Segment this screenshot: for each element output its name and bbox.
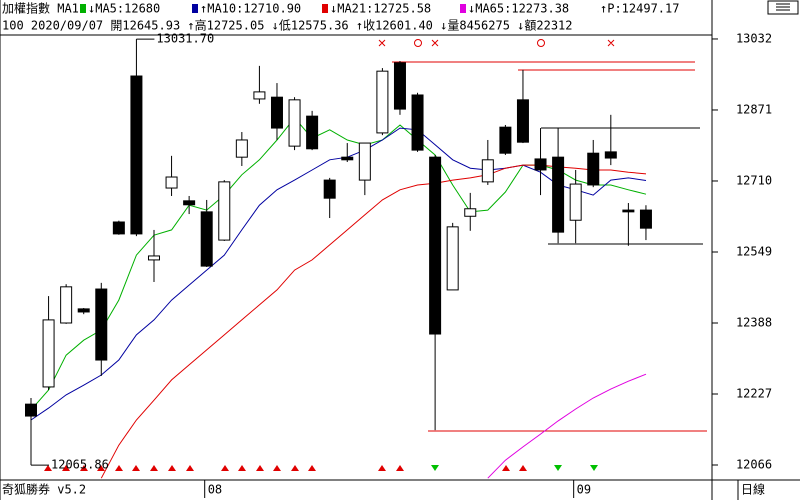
y-tick-label: 12710 [736, 173, 772, 187]
up-signal [291, 465, 299, 471]
candle-body [429, 156, 442, 335]
y-tick-label: 12066 [736, 458, 772, 472]
up-signal [132, 465, 140, 471]
candle-body [358, 142, 371, 181]
extra-label: ↑P:12497.17 [600, 2, 679, 16]
candle-body [323, 179, 336, 199]
candle-body [42, 319, 55, 388]
legend-label: ↓MA65:12273.38 [468, 2, 569, 16]
x-tick-label: 09 [577, 483, 591, 497]
x-tick-label: 08 [208, 483, 222, 497]
legend-swatch [460, 4, 466, 13]
cross-signal [378, 39, 615, 47]
bottom-signals [44, 465, 598, 471]
up-signal [221, 465, 229, 471]
chart-title: 加權指數 MA1 [2, 1, 79, 16]
candle-body [218, 181, 231, 241]
candle-body [60, 286, 73, 324]
candle-body [341, 156, 354, 161]
circle-signal [414, 39, 422, 47]
up-signal [168, 465, 176, 471]
up-signal [62, 465, 70, 471]
candle-body [253, 91, 266, 100]
up-signal [502, 465, 510, 471]
candle-body [130, 75, 143, 235]
up-signal [256, 465, 264, 471]
quote-row: 100 2020/09/07 開12645.93 ↑高12725.05 ↓低12… [2, 18, 573, 33]
legend-swatch [192, 4, 198, 13]
candle-body [552, 156, 565, 233]
y-tick-label: 12871 [736, 102, 772, 116]
y-tick-label: 12388 [736, 315, 772, 329]
quote-line: 100 2020/09/07 開12645.93 ↑高12725.05 ↓低12… [2, 18, 573, 33]
ma-line [487, 373, 647, 479]
up-signal [378, 465, 386, 471]
up-signal [396, 465, 404, 471]
candle-body [639, 209, 652, 229]
legend-label: ↓MA5:12680 [88, 2, 160, 16]
up-signal [273, 465, 281, 471]
up-signal [186, 465, 194, 471]
candle-body [95, 288, 108, 361]
down-signal [431, 465, 439, 471]
candle-body [77, 308, 90, 313]
up-signal [308, 465, 316, 471]
down-signal [554, 465, 562, 471]
legend-swatch [80, 4, 86, 13]
candle-body [165, 176, 178, 189]
candle-body [604, 151, 617, 159]
footer-left: 奇狐勝券 v5.2 [2, 482, 86, 497]
y-tick-label: 12227 [736, 386, 772, 400]
candle-body [112, 221, 125, 235]
candle-body [393, 62, 406, 110]
candle-body [200, 211, 213, 267]
period-label: 日線 [741, 482, 765, 497]
ma-line [30, 127, 647, 421]
candle-body [569, 183, 582, 221]
candle-body [464, 208, 477, 217]
candle-body [499, 126, 512, 154]
up-signal [115, 465, 123, 471]
down-signal [590, 465, 598, 471]
candle-body [446, 226, 459, 291]
candle-body [376, 70, 389, 134]
top-signals [378, 39, 615, 47]
candle-body [534, 158, 547, 171]
up-signal [80, 465, 88, 471]
up-signal [44, 465, 52, 471]
up-signal [519, 465, 527, 471]
circle-signal [537, 39, 545, 47]
y-tick-label: 12549 [736, 244, 772, 258]
legend-label: ↑MA10:12710.90 [200, 2, 301, 16]
candle-body [288, 99, 301, 147]
candle-body [183, 200, 196, 206]
candle-body [587, 152, 600, 186]
candle-body [147, 255, 160, 261]
y-tick-label: 13032 [736, 31, 772, 45]
up-signal [97, 465, 105, 471]
candle-body [411, 94, 424, 151]
candle-body [235, 139, 248, 158]
candle-body [622, 209, 635, 213]
candle-body [481, 159, 494, 183]
annotation: 12065.86 [51, 458, 109, 472]
window-icon [776, 3, 790, 11]
legend-swatch [322, 4, 328, 13]
candle-body [25, 403, 37, 417]
up-signal [150, 465, 158, 471]
up-signal [238, 465, 246, 471]
candle-body [270, 96, 283, 129]
legend-label: ↓MA21:12725.58 [330, 2, 431, 16]
candle-body [516, 99, 529, 143]
annotation: 13031.70 [156, 32, 214, 46]
candle-body [306, 115, 319, 150]
